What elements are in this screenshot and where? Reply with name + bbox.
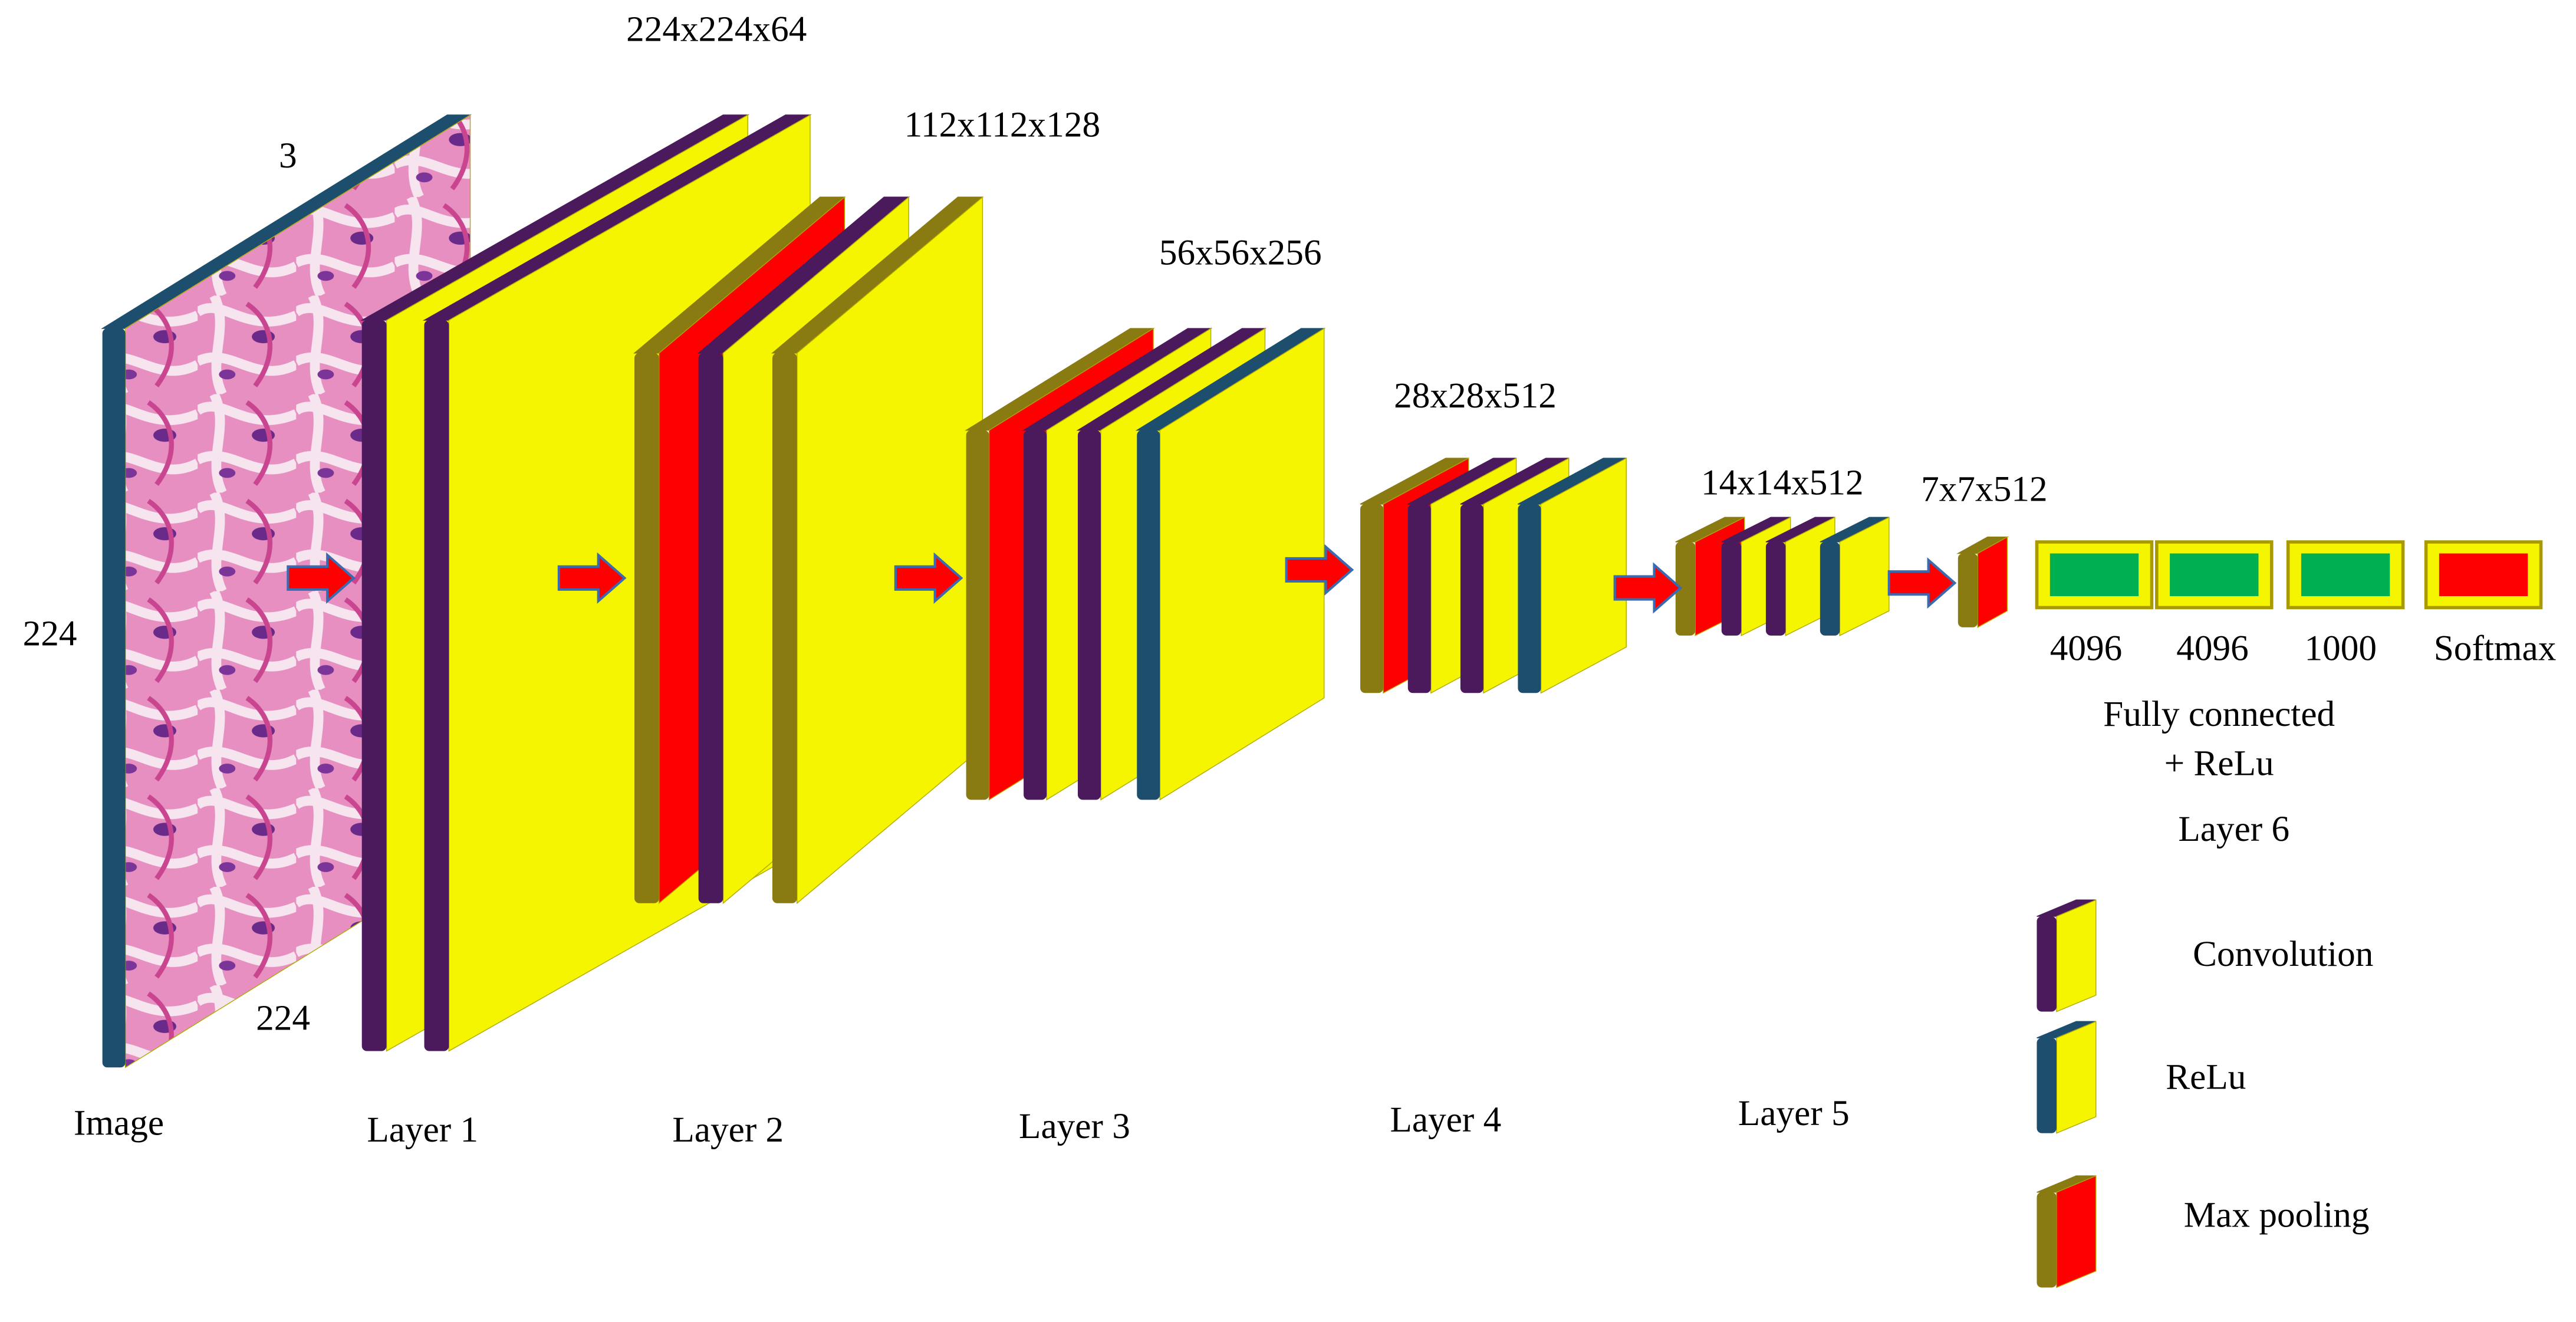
- fc-units: 1000: [2304, 629, 2377, 669]
- slab-side: [361, 320, 387, 1051]
- fc-inner: [2170, 553, 2259, 596]
- fc-caption: Fully connected: [2103, 694, 2335, 734]
- slab-side: [634, 353, 659, 903]
- shape-label: 112x112x128: [904, 104, 1100, 144]
- fc-inner: [2049, 553, 2139, 596]
- slab-side: [698, 353, 723, 903]
- layer-label: Layer 1: [367, 1110, 478, 1150]
- slab-side: [1721, 542, 1742, 636]
- slab-face: [2056, 1175, 2097, 1288]
- arrow: [894, 552, 963, 604]
- slab-face: [1977, 536, 2008, 629]
- shape-label: 224x224x64: [626, 9, 807, 50]
- fc-units: Softmax: [2434, 629, 2557, 669]
- slab-side: [1137, 430, 1160, 800]
- fc-inner: [2439, 553, 2528, 596]
- shapes: [101, 114, 2543, 1288]
- slab-side: [1675, 542, 1696, 636]
- arrow: [1285, 544, 1354, 596]
- shape-label: 56x56x256: [1159, 233, 1322, 273]
- fc-units: 4096: [2050, 629, 2123, 669]
- arrow: [557, 552, 627, 604]
- slab-side: [2037, 1192, 2057, 1288]
- slab-side: [1820, 542, 1840, 636]
- layer-label: Layer 6: [2178, 809, 2289, 849]
- layer-label: Layer 5: [1738, 1093, 1850, 1133]
- slab-side: [2037, 916, 2057, 1012]
- slab-side: [1360, 504, 1384, 693]
- slab-side: [1518, 504, 1541, 693]
- image-width: 224: [256, 998, 310, 1038]
- slab-face: [2056, 899, 2097, 1012]
- slab-side: [1460, 504, 1483, 693]
- shape-label: 28x28x512: [1394, 376, 1557, 416]
- layer-label: Layer 3: [1019, 1106, 1130, 1146]
- image-height: 224: [23, 614, 77, 654]
- layer-label: Image: [74, 1103, 164, 1143]
- fc-inner: [2301, 553, 2390, 596]
- slab-side: [2037, 1038, 2057, 1133]
- arrow: [1613, 562, 1683, 614]
- arrow: [287, 552, 356, 604]
- fc-units: 4096: [2176, 629, 2249, 669]
- legend-label: Convolution: [2193, 934, 2373, 974]
- slab-side: [1024, 430, 1047, 800]
- image-depth: 3: [279, 136, 297, 176]
- layer-label: Layer 2: [672, 1110, 784, 1150]
- slab-side: [424, 320, 449, 1051]
- fc-caption: + ReLu: [2164, 744, 2274, 784]
- arrow: [1887, 557, 1957, 609]
- slab-side: [1407, 504, 1431, 693]
- legend-label: ReLu: [2166, 1057, 2246, 1097]
- slab-side: [1078, 430, 1101, 800]
- layer-label: Layer 4: [1390, 1100, 1501, 1140]
- shape-label: 14x14x512: [1701, 462, 1864, 502]
- slab-face: [2056, 1021, 2097, 1134]
- legend-label: Max pooling: [2184, 1195, 2370, 1235]
- slab-side: [1958, 553, 1978, 627]
- slab-side: [772, 353, 797, 903]
- slab-side: [966, 430, 989, 800]
- slab-side: [1765, 542, 1786, 636]
- shape-label: 7x7x512: [1921, 469, 2047, 509]
- slab-side: [102, 328, 126, 1068]
